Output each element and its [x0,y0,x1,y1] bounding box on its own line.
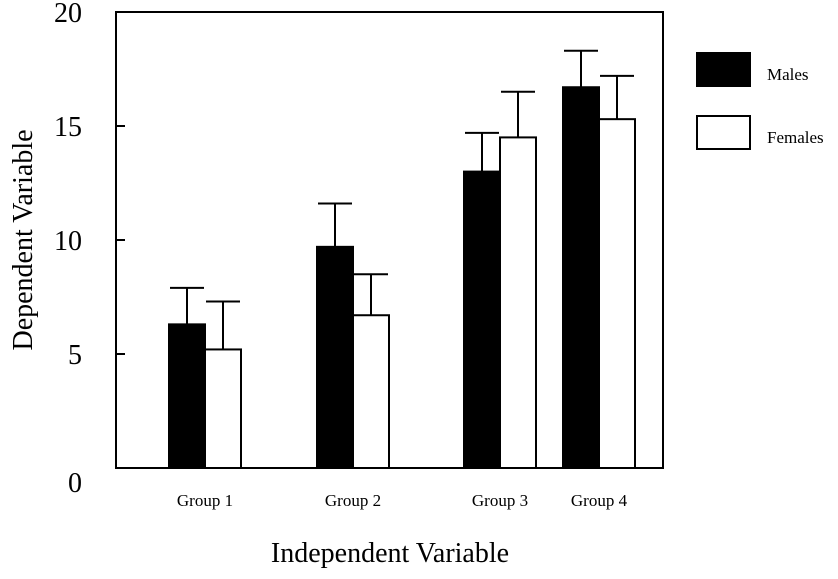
legend-label-males: Males [767,65,809,84]
y-tick-label: 10 [54,226,82,257]
bar-females-group-1 [204,348,242,469]
bar-females-group-3 [499,136,537,469]
y-axis-title: Dependent Variable [8,129,39,350]
category-label: Group 4 [571,491,628,510]
bar-females-group-2 [352,314,390,469]
bar-males-group-1 [168,323,206,469]
y-axis-tick-labels: 0 5 10 15 20 [54,0,82,499]
legend: Males Females [696,52,824,150]
bars [168,86,636,470]
bar-females-group-4 [598,118,636,469]
category-label: Group 3 [472,491,528,510]
error-bars [170,49,634,350]
bar-males-group-3 [463,170,501,469]
x-axis-title: Independent Variable [271,538,509,569]
y-tick-label: 20 [54,0,82,29]
legend-swatch-females [696,115,751,150]
bar-males-group-4 [562,86,600,470]
y-axis-ticks [116,125,125,355]
x-axis-category-labels: Group 1 Group 2 Group 3 Group 4 [177,491,628,510]
bar-males-group-2 [316,245,354,469]
y-tick-label: 15 [54,112,82,143]
y-tick-label: 0 [68,468,82,499]
legend-label-females: Females [767,128,824,147]
category-label: Group 1 [177,491,233,510]
legend-swatch-males [696,52,751,87]
y-tick-label: 5 [68,340,82,371]
category-label: Group 2 [325,491,381,510]
